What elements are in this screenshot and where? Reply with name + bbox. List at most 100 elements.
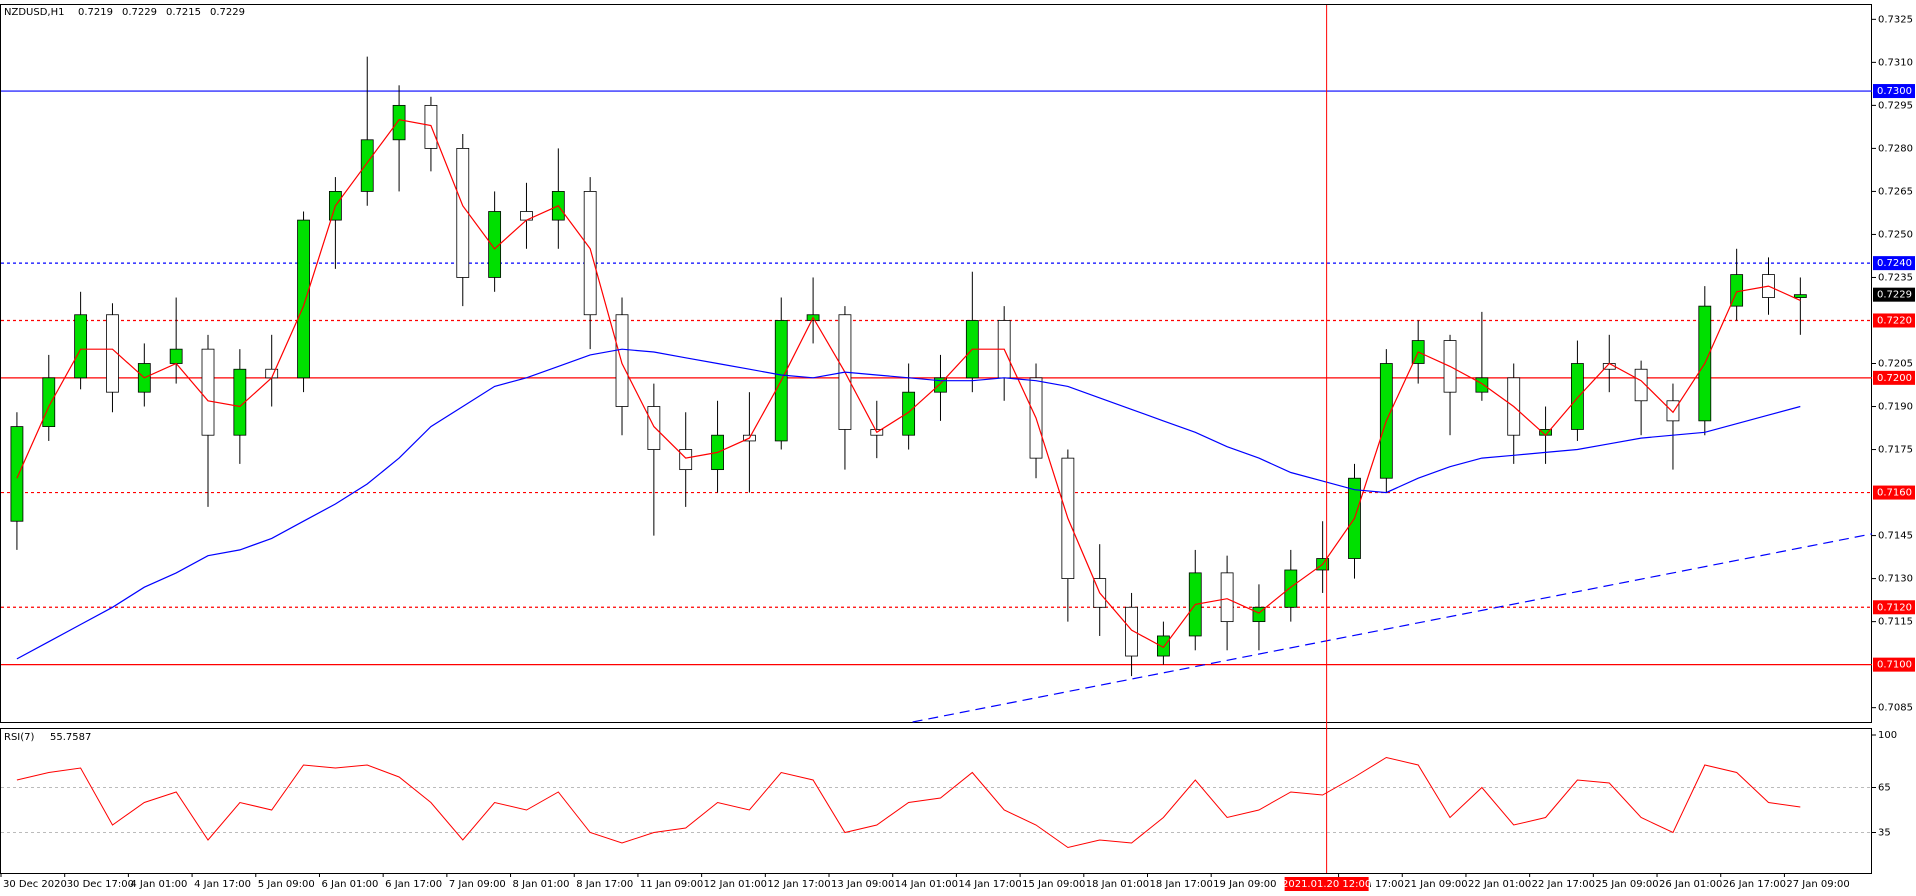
crosshair-label: 2021.01.20 12:00 xyxy=(1282,879,1371,890)
main-panel-frame xyxy=(0,4,1872,723)
x-tick-label: 18 Jan 17:00 xyxy=(1149,879,1212,890)
x-tick-label: 22 Jan 01:00 xyxy=(1468,879,1531,890)
level-label: 0.7160 xyxy=(1877,488,1912,499)
header-value: 0.7219 xyxy=(78,7,113,18)
candle-body xyxy=(647,406,661,450)
x-tick-label: 30 Dec 2020 xyxy=(3,879,67,890)
moving-average xyxy=(16,119,1801,649)
x-tick-label: 18 Jan 01:00 xyxy=(1086,879,1149,890)
y-tick-label: 0.7145 xyxy=(1878,531,1913,542)
symbol-label: NZDUSD,H1 xyxy=(4,7,64,18)
x-tick-label: 4 Jan 17:00 xyxy=(194,879,251,890)
candle-body xyxy=(456,147,470,278)
y-tick-label: 0.7085 xyxy=(1878,703,1913,714)
y-tick-label: 0.7235 xyxy=(1878,272,1913,283)
candle-body xyxy=(10,426,24,522)
indicator-panel-frame xyxy=(0,728,1872,874)
x-tick-label: 25 Jan 09:00 xyxy=(1595,879,1658,890)
plot-area xyxy=(0,5,1876,877)
x-tick-label: 19 Jan 09:00 xyxy=(1213,879,1276,890)
candle-body xyxy=(615,314,629,407)
header-value: 0.7215 xyxy=(166,7,201,18)
y-tick-label: 0.7310 xyxy=(1878,57,1913,68)
candle-body xyxy=(233,368,247,436)
level-box xyxy=(1873,313,1915,328)
candle-body xyxy=(74,314,88,379)
indicator-tick-label: 100 xyxy=(1878,730,1897,741)
candle-body xyxy=(392,104,406,141)
level-label: 0.7300 xyxy=(1877,86,1912,97)
current-price-label: 0.7229 xyxy=(1877,290,1912,301)
header-value: 0.7229 xyxy=(122,7,157,18)
x-tick-label: 8 Jan 01:00 xyxy=(513,879,570,890)
candle-body xyxy=(1284,569,1298,608)
x-tick-label: 27 Jan 09:00 xyxy=(1786,879,1849,890)
candle-body xyxy=(583,191,597,316)
level-label: 0.7120 xyxy=(1877,602,1912,613)
candle-body xyxy=(1125,606,1138,657)
x-tick-label: 6 Jan 17:00 xyxy=(385,879,442,890)
crosshair-box xyxy=(1284,877,1369,891)
indicator-tick-label: 65 xyxy=(1878,783,1891,794)
candle-body xyxy=(1793,294,1807,298)
level-box xyxy=(1873,657,1915,672)
x-tick-label: 30 Dec 17:00 xyxy=(67,879,134,890)
x-tick-label: 15 Jan 09:00 xyxy=(1022,879,1085,890)
x-tick-label: 11 Jan 09:00 xyxy=(640,879,703,890)
candle-body xyxy=(488,211,502,278)
indicator-tick-label: 35 xyxy=(1878,828,1891,839)
x-tick-label: 13 Jan 09:00 xyxy=(831,879,894,890)
candle-body xyxy=(902,391,916,436)
candle-body xyxy=(1157,635,1170,657)
candle-body xyxy=(1475,377,1489,393)
level-box xyxy=(1873,485,1915,500)
level-label: 0.7240 xyxy=(1877,258,1912,269)
header-value: 0.7229 xyxy=(210,7,245,18)
y-tick-label: 0.7130 xyxy=(1878,574,1913,585)
level-box xyxy=(1873,256,1915,271)
y-tick-label: 0.7115 xyxy=(1878,617,1913,628)
candle-body xyxy=(934,377,947,393)
candle-body xyxy=(1571,363,1584,430)
labels: NZDUSD,H1 0.7219 0.7229 0.7215 0.7229 0.7085 0… xyxy=(3,7,1915,891)
indicator-line xyxy=(16,756,1801,849)
candle-body xyxy=(42,377,56,427)
x-tick-label: 21 Jan 09:00 xyxy=(1404,879,1467,890)
x-tick-label: 12 Jan 01:00 xyxy=(704,879,767,890)
x-tick-label: 26 Jan 01:00 xyxy=(1659,879,1722,890)
indicator-value: 55.7587 xyxy=(50,732,91,743)
indicator-name: RSI(7) xyxy=(4,732,35,743)
x-tick-label: 7 Jan 09:00 xyxy=(449,879,506,890)
x-tick-label: 20 Jan 17:00 xyxy=(1341,879,1404,890)
candle-body xyxy=(201,348,215,436)
x-tick-label: 4 Jan 01:00 xyxy=(130,879,187,890)
x-tick-label: 12 Jan 17:00 xyxy=(767,879,830,890)
candle-body xyxy=(1220,572,1234,623)
y-tick-label: 0.7250 xyxy=(1878,229,1913,240)
x-tick-label: 6 Jan 01:00 xyxy=(321,879,378,890)
trendline xyxy=(912,533,1873,723)
x-tick-label: 14 Jan 01:00 xyxy=(895,879,958,890)
current-price-box xyxy=(1873,287,1915,302)
x-tick-label: 5 Jan 09:00 xyxy=(258,879,315,890)
candle-body xyxy=(297,219,310,379)
level-box xyxy=(1873,84,1915,99)
x-tick-label: 8 Jan 17:00 xyxy=(576,879,633,890)
x-tick-label: 14 Jan 17:00 xyxy=(958,879,1021,890)
candle-body xyxy=(106,314,119,393)
candle-body xyxy=(169,348,183,364)
level-box xyxy=(1873,600,1915,615)
level-label: 0.7100 xyxy=(1877,660,1912,671)
x-tick-label: 26 Jan 17:00 xyxy=(1723,879,1786,890)
moving-average xyxy=(16,348,1801,660)
x-tick-label: 22 Jan 17:00 xyxy=(1532,879,1595,890)
y-tick-label: 0.7190 xyxy=(1878,402,1913,413)
candle-body xyxy=(1666,400,1680,422)
y-tick-label: 0.7280 xyxy=(1878,143,1913,154)
level-label: 0.7200 xyxy=(1877,373,1912,384)
level-box xyxy=(1873,370,1915,385)
candle-body xyxy=(1634,368,1648,402)
y-tick-label: 0.7325 xyxy=(1878,14,1913,25)
